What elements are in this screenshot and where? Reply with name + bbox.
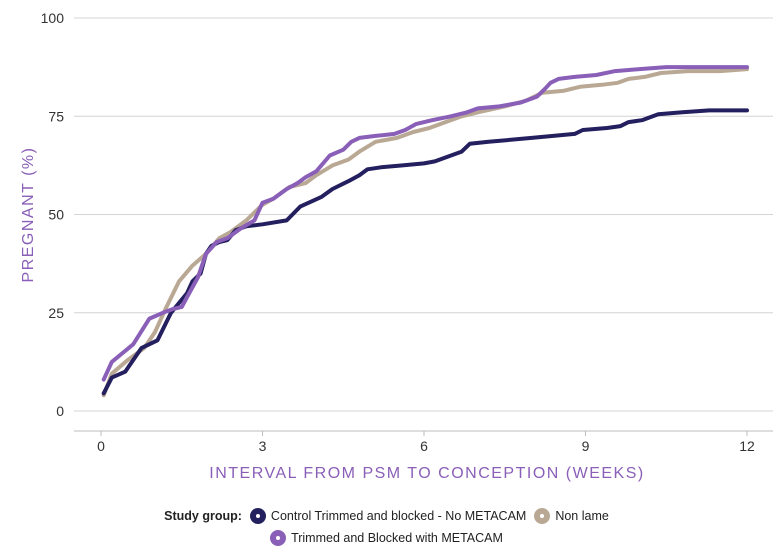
legend-item-metacam: Trimmed and Blocked with METACAM [270, 530, 503, 546]
legend-item-control: Control Trimmed and blocked - No METACAM [249, 508, 527, 524]
y-tick-label: 0 [56, 403, 64, 419]
y-axis-title: PREGNANT (%) [20, 147, 37, 283]
legend-label-control: Control Trimmed and blocked - No METACAM [270, 509, 527, 523]
x-axis-title: INTERVAL FROM PSM TO CONCEPTION (WEEKS) [209, 465, 644, 482]
x-tick-label: 9 [582, 438, 590, 454]
series-line-0 [101, 108, 749, 396]
y-tick-label: 100 [41, 10, 65, 26]
legend-row-2: Trimmed and Blocked with METACAM [0, 530, 773, 546]
x-axis-ticks: 0 3 6 9 12 [97, 431, 755, 454]
y-tick-label: 25 [48, 305, 64, 321]
legend-label-non-lame: Non lame [555, 509, 609, 523]
legend-item-non-lame: Non lame [534, 508, 609, 524]
legend-swatch-metacam [270, 530, 287, 546]
y-tick-label: 50 [48, 207, 64, 223]
legend-swatch-non-lame [534, 508, 551, 524]
series-line-1 [101, 67, 749, 398]
legend-label-metacam: Trimmed and Blocked with METACAM [291, 531, 503, 545]
series-line-2 [101, 65, 749, 382]
x-tick-label: 0 [97, 438, 105, 454]
x-tick-label: 3 [259, 438, 267, 454]
y-axis-ticks: 0 25 50 75 100 [41, 10, 65, 419]
gridlines [74, 17, 773, 412]
legend-title: Study group: [164, 509, 242, 523]
x-tick-label: 6 [420, 438, 428, 454]
line-chart: 0 25 50 75 100 0 3 6 9 12 PREGNANT (%) INTERVAL … [20, 10, 773, 482]
legend-swatch-control [249, 508, 266, 524]
series-lines [101, 65, 749, 398]
y-tick-label: 75 [48, 108, 64, 124]
x-tick-label: 12 [739, 438, 755, 454]
legend: Study group: Control Trimmed and blocked… [0, 508, 773, 524]
